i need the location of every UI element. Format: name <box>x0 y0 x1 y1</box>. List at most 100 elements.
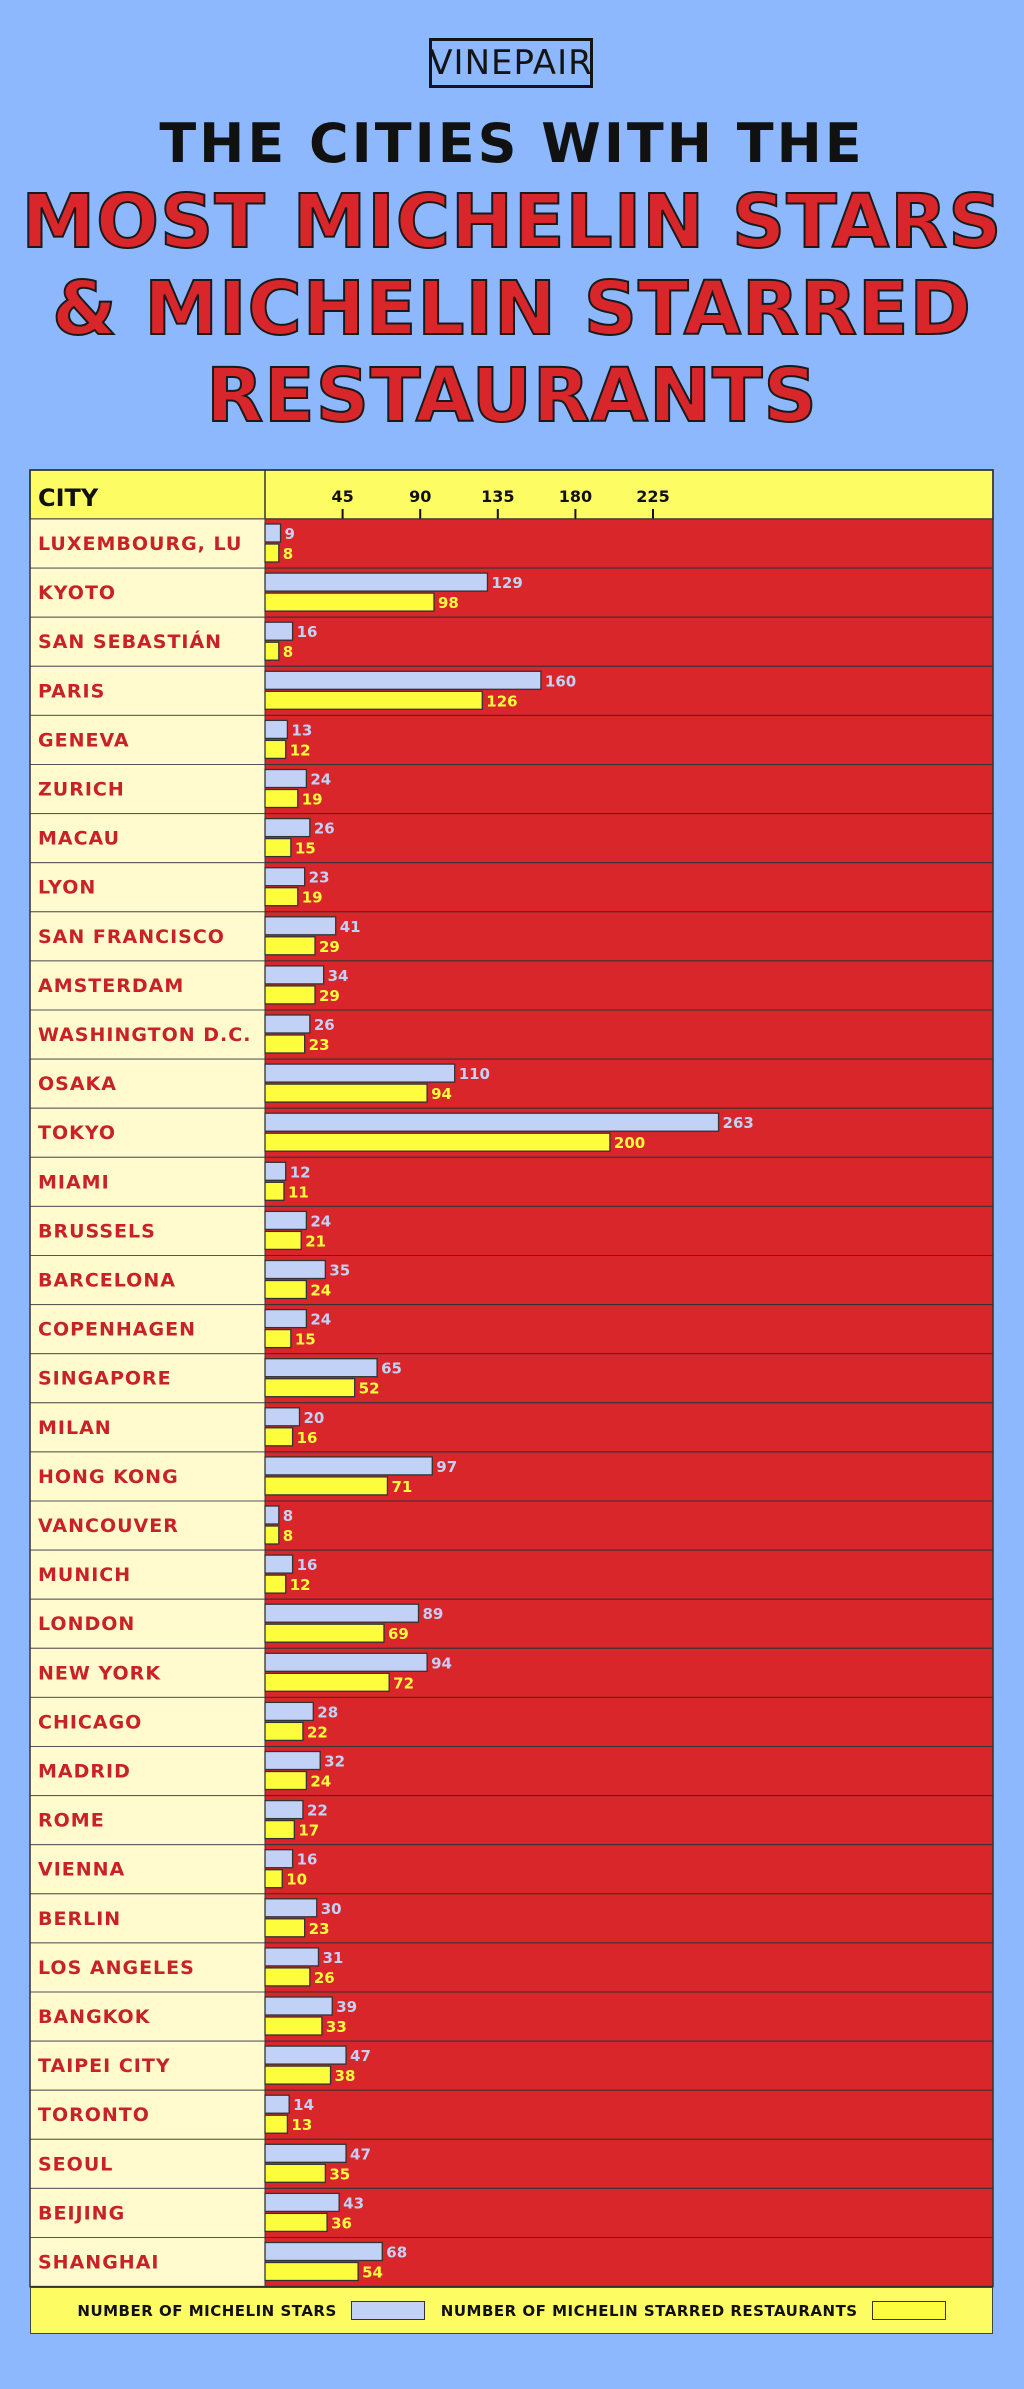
restaurants-bar <box>264 592 435 612</box>
restaurants-value-label: 71 <box>391 1478 412 1496</box>
restaurants-value-label: 69 <box>388 1625 409 1643</box>
stars-value-label: 68 <box>386 2244 407 2262</box>
city-label: SINGAPORE <box>38 1368 172 1390</box>
restaurants-bar <box>264 1378 356 1398</box>
stars-value-label: 26 <box>314 1016 335 1034</box>
category-header: CITY <box>38 484 99 512</box>
restaurants-bar <box>264 2016 323 2036</box>
stars-bar <box>264 1750 321 1771</box>
city-label: SHANGHAI <box>38 2252 159 2274</box>
restaurants-bar <box>264 1967 311 1987</box>
row-background <box>264 1549 994 1600</box>
city-label: ROME <box>38 1810 105 1832</box>
stars-bar <box>264 867 306 887</box>
title-line-4: RESTAURANTS <box>205 352 818 440</box>
restaurants-bar <box>264 788 299 809</box>
legend-label-restaurants: NUMBER OF MICHELIN STARRED RESTAURANTS <box>440 2301 858 2320</box>
stars-value-label: 47 <box>350 2047 371 2065</box>
stars-bar <box>264 1407 301 1427</box>
city-cell <box>29 1402 266 1453</box>
city-label: LOS ANGELES <box>38 1957 195 1979</box>
city-label: CHICAGO <box>38 1711 142 1733</box>
restaurants-value-label: 24 <box>310 1773 331 1791</box>
city-label: MILAN <box>38 1417 112 1439</box>
city-label: LONDON <box>38 1613 135 1635</box>
city-label: AMSTERDAM <box>38 975 184 997</box>
city-label: SAN FRANCISCO <box>38 926 225 948</box>
chart-legend: NUMBER OF MICHELIN STARS NUMBER OF MICHE… <box>30 2287 993 2334</box>
row-background <box>264 1304 994 1355</box>
stars-value-label: 30 <box>321 1900 342 1918</box>
restaurants-value-label: 8 <box>283 545 293 563</box>
city-cell <box>29 1353 266 1404</box>
stars-bar <box>264 1161 287 1181</box>
row-background <box>264 1893 994 1944</box>
stars-value-label: 13 <box>291 721 312 739</box>
stars-bar <box>264 1358 378 1378</box>
stars-bar <box>264 1947 320 1967</box>
restaurants-value-label: 94 <box>431 1085 452 1103</box>
restaurants-bar <box>264 2261 359 2282</box>
row-background <box>264 813 994 864</box>
city-label: MACAU <box>38 828 120 850</box>
restaurants-bar <box>264 936 316 956</box>
stars-value-label: 110 <box>459 1065 490 1083</box>
stars-value-label: 16 <box>297 1556 318 1574</box>
stars-value-label: 32 <box>324 1753 345 1771</box>
stars-bar <box>264 1701 314 1722</box>
stars-bar <box>264 916 337 936</box>
restaurants-bar <box>264 641 280 661</box>
city-label: TAIPEI CITY <box>38 2055 171 2077</box>
city-label: BARCELONA <box>38 1270 176 1292</box>
row-background <box>264 1009 994 1060</box>
stars-bar <box>264 2143 347 2163</box>
restaurants-value-label: 11 <box>288 1183 309 1201</box>
restaurants-bar <box>264 1427 294 1447</box>
row-background <box>264 518 994 569</box>
city-label: VANCOUVER <box>38 1515 179 1537</box>
city-label: LUXEMBOURG, LU <box>38 533 242 555</box>
row-background <box>264 862 994 913</box>
stars-bar <box>264 1505 280 1525</box>
stars-bar <box>264 670 542 690</box>
restaurants-bar <box>264 543 280 563</box>
x-tick-label: 90 <box>409 487 431 506</box>
city-label: GENEVA <box>38 729 130 751</box>
stars-value-label: 41 <box>340 918 361 936</box>
city-cell <box>29 1746 266 1797</box>
row-background <box>264 1402 994 1453</box>
restaurants-bar <box>264 1819 295 1840</box>
stars-bar <box>264 817 311 838</box>
city-cell <box>29 1696 266 1748</box>
title-line-3: & MICHELIN STARRED <box>51 265 972 353</box>
restaurants-bar <box>264 985 316 1005</box>
x-tick-label: 45 <box>331 487 353 506</box>
stars-bar <box>264 2094 290 2114</box>
restaurants-value-label: 22 <box>307 1723 328 1741</box>
stars-value-label: 22 <box>307 1802 328 1820</box>
city-label: NEW YORK <box>38 1662 161 1684</box>
city-label: HONG KONG <box>38 1466 179 1488</box>
restaurants-value-label: 23 <box>309 1036 330 1054</box>
legend-swatch-restaurants <box>871 2301 946 2320</box>
stars-bar <box>264 1554 294 1574</box>
city-cell <box>29 1942 266 1993</box>
restaurants-bar <box>264 1623 385 1643</box>
city-cell <box>29 2237 266 2288</box>
city-label: COPENHAGEN <box>38 1319 196 1341</box>
restaurants-value-label: 15 <box>295 840 316 858</box>
stars-value-label: 65 <box>381 1360 402 1378</box>
restaurants-bar <box>264 2114 289 2134</box>
city-label: OSAKA <box>38 1073 117 1095</box>
city-cell <box>29 567 266 618</box>
stars-bar <box>264 768 308 789</box>
title-line-1: THE CITIES WITH THE <box>159 112 865 175</box>
restaurants-value-label: 29 <box>319 938 340 956</box>
city-label: LYON <box>38 877 96 899</box>
stars-bar <box>264 621 294 641</box>
restaurants-value-label: 8 <box>283 643 293 661</box>
restaurants-value-label: 17 <box>298 1822 319 1840</box>
city-label: MUNICH <box>38 1564 131 1586</box>
stars-bar <box>264 1996 333 2016</box>
city-cell <box>29 2138 266 2189</box>
